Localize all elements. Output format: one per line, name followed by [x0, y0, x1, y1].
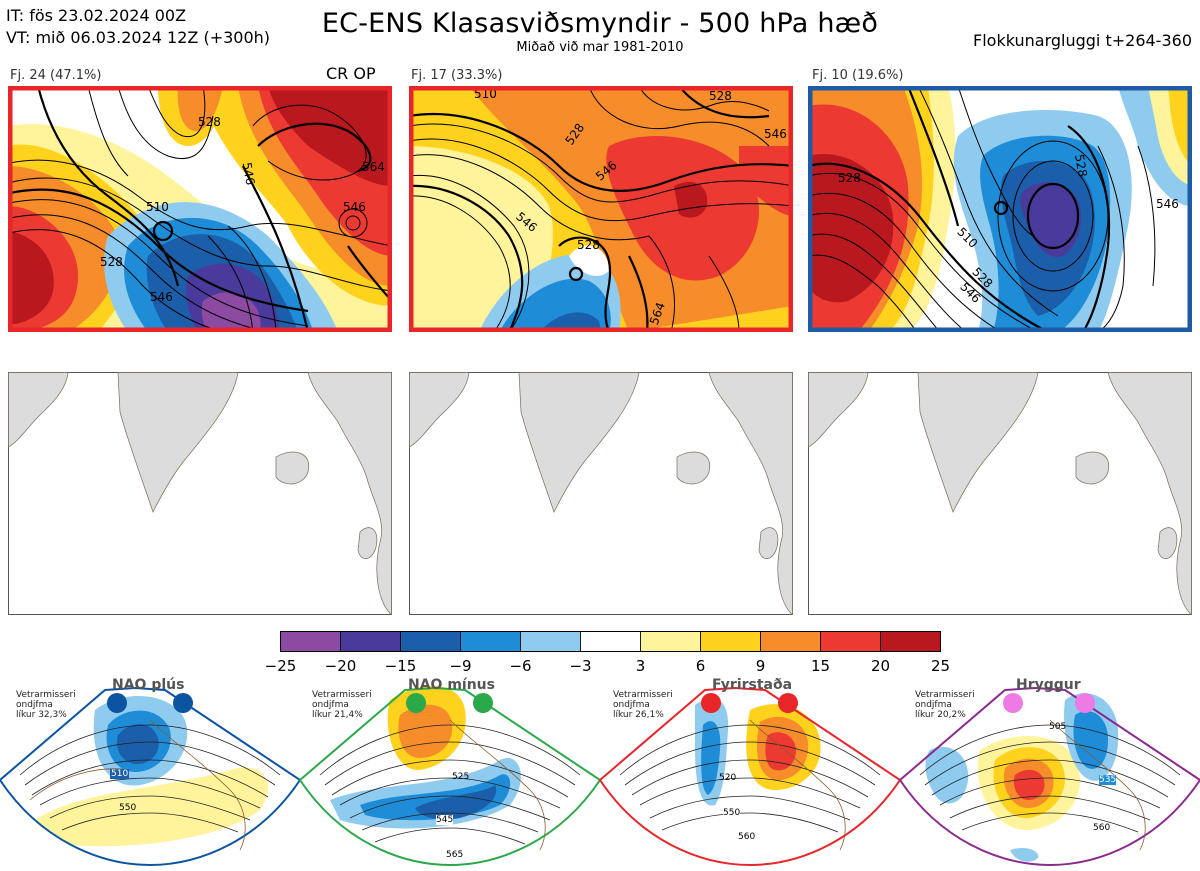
page-title: EC-ENS Klasasviðsmyndir - 500 hPa hæð	[321, 8, 879, 39]
colorbar-segment	[340, 631, 401, 652]
regime-3-stats: Vetrarmisseri ondjfma líkur 26,1%	[613, 690, 673, 720]
regime-3-contour-label: 560	[738, 832, 756, 842]
regime-3-contour-label: 550	[723, 808, 741, 818]
run-info: IT: fös 23.02.2024 00Z VT: mið 06.03.202…	[6, 5, 270, 49]
regime-4-contour-label: 535	[1099, 775, 1117, 785]
colorbar-segment	[760, 631, 821, 652]
cluster-1-blank-map	[8, 372, 392, 615]
page-subtitle: Miðað við mar 1981-2010	[516, 40, 684, 55]
cluster-3-label: Fj. 10 (19.6%)	[812, 68, 904, 83]
cluster-1-contour-label: 528	[198, 115, 221, 129]
cluster-2-map: 510 528 546 528 528 546 546 564	[409, 86, 793, 332]
cluster-1-contour-label: 528	[100, 255, 123, 269]
colorbar-tick-label: 25	[931, 657, 950, 674]
colorbar-tick-label: 6	[696, 657, 706, 674]
regime-1-map	[0, 686, 302, 867]
regime-panels	[0, 686, 1200, 867]
cluster-1-contour-label: 510	[146, 200, 169, 214]
colorbar-tick-label: 15	[811, 657, 830, 674]
cluster-1-contour-label: 546	[343, 200, 366, 214]
regime-2-contour-label: 525	[452, 772, 470, 782]
regime-1-name: NAO plús	[112, 677, 185, 693]
colorbar-segment	[880, 631, 941, 652]
colorbar-tick-label: −20	[325, 657, 357, 674]
regime-4-name: Hryggur	[1016, 677, 1081, 693]
colorbar-segment	[460, 631, 521, 652]
cluster-3-contour-label: 528	[1072, 153, 1090, 178]
regime-1-stats: Vetrarmisseri ondjfma líkur 32,3%	[16, 690, 76, 720]
cluster-1-flag: CR OP	[326, 64, 376, 83]
cluster-3-contour-label: 546	[1156, 197, 1179, 211]
regime-3-dot-left	[701, 693, 721, 713]
colorbar-segment	[400, 631, 461, 652]
init-time: IT: fös 23.02.2024 00Z	[6, 6, 187, 25]
cluster-3-map: 528 510 528 546 546 528	[808, 86, 1192, 332]
colorbar: −25 −20 −15 −9 −6 −3 3 6 9 15 20 25	[265, 631, 950, 674]
cluster-1-contour-label: 564	[362, 160, 385, 174]
regime-2-name: NAO mínus	[408, 677, 495, 693]
cluster-3-contour-label: 528	[838, 171, 861, 185]
colorbar-tick-label: −25	[265, 657, 297, 674]
valid-time: VT: mið 06.03.2024 12Z (+300h)	[6, 28, 271, 47]
colorbar-segment	[280, 631, 341, 652]
regime-1-contour-label: 510	[110, 769, 130, 779]
cluster-1-map: 528 546 510 528 546 546 564	[8, 86, 392, 332]
classification-window: Flokkunargluggi t+264-360	[973, 31, 1192, 50]
cluster-1-label: Fj. 24 (47.1%)	[10, 68, 102, 83]
regime-4-contour-label: 505	[1049, 722, 1067, 732]
colorbar-tick-label: −15	[385, 657, 417, 674]
colorbar-segment	[820, 631, 881, 652]
cluster-3-blank-map	[808, 372, 1192, 615]
colorbar-segment	[580, 631, 641, 652]
regime-4-dot-left	[1003, 693, 1023, 713]
cluster-1-contour-label: 546	[240, 161, 258, 186]
regime-3-dot-right	[778, 693, 798, 713]
colorbar-segment	[700, 631, 761, 652]
colorbar-tick-label: 9	[756, 657, 766, 674]
regime-1-contour-label: 550	[119, 803, 137, 813]
cluster-2-blank-map	[409, 372, 793, 615]
colorbar-segment	[520, 631, 581, 652]
regime-2-dot-left	[406, 693, 426, 713]
cluster-2-contour-label: 528	[577, 238, 600, 252]
colorbar-tick-label: −6	[509, 657, 531, 674]
regime-3-contour-label: 520	[719, 773, 737, 783]
cluster-2-contour-label: 528	[709, 89, 732, 103]
regime-1-dot-right	[173, 693, 193, 713]
colorbar-tick-label: −3	[569, 657, 591, 674]
regime-3-name: Fyrirstaða	[712, 677, 793, 693]
regime-2-stats: Vetrarmisseri ondjfma líkur 21,4%	[312, 690, 372, 720]
cluster-2-label: Fj. 17 (33.3%)	[411, 68, 503, 83]
colorbar-segment	[640, 631, 701, 652]
regime-4-map	[898, 686, 1200, 867]
colorbar-tick-label: −9	[449, 657, 471, 674]
regime-4-dot-right	[1075, 693, 1095, 713]
regime-2-contour-label: 565	[446, 850, 464, 860]
colorbar-tick-label: 20	[871, 657, 890, 674]
cluster-2-contour-label: 546	[764, 127, 787, 141]
regime-2-dot-right	[473, 693, 493, 713]
regime-1-dot-left	[107, 693, 127, 713]
regime-4-stats: Vetrarmisseri ondjfma líkur 20,2%	[915, 690, 975, 720]
regime-3-map	[598, 686, 902, 867]
cluster-1-contour-label: 546	[150, 290, 173, 304]
regime-2-contour-label: 545	[436, 815, 454, 825]
colorbar-tick-label: 3	[636, 657, 646, 674]
regime-4-contour-label: 560	[1093, 823, 1111, 833]
